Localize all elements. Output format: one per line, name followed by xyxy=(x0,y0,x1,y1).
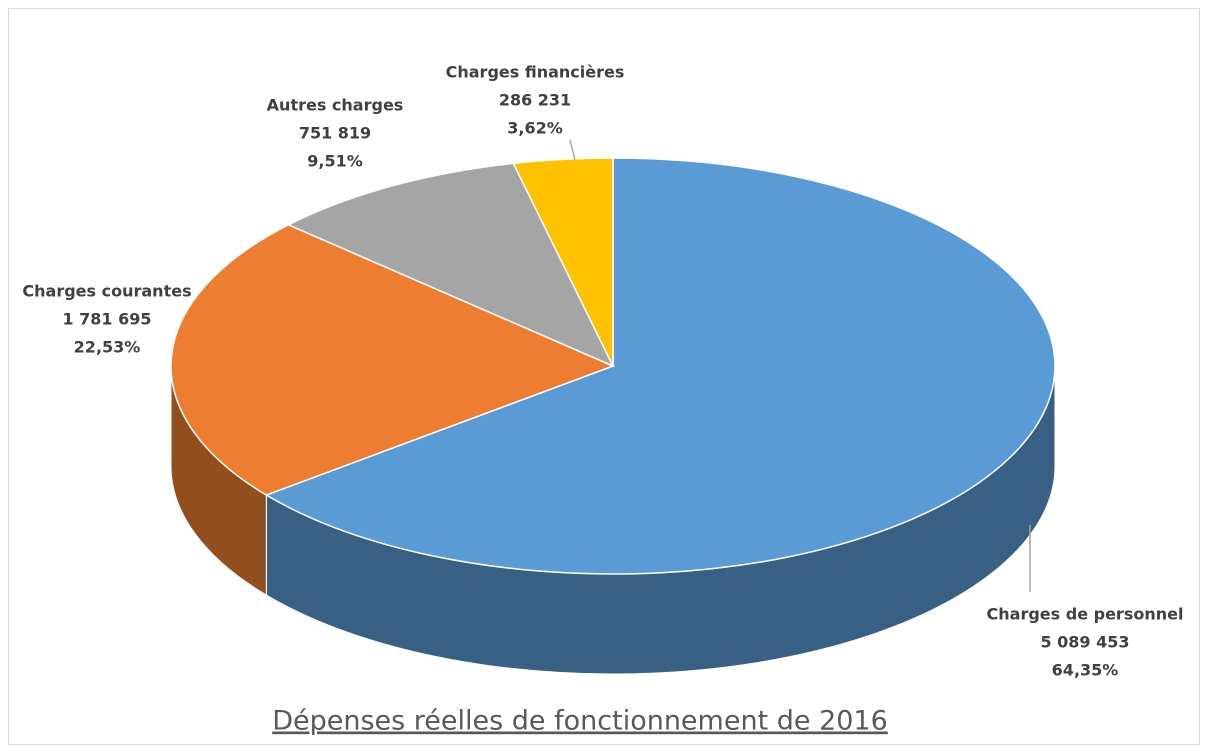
slice xyxy=(286,162,615,368)
value-label: 286 231 xyxy=(499,91,571,110)
category-label: Charges financières xyxy=(446,63,625,82)
slice xyxy=(170,223,616,496)
leader-line xyxy=(569,139,576,161)
percentage-label: 22,53% xyxy=(74,338,141,357)
percentage-label: 64,35% xyxy=(1052,661,1119,680)
value-label: 751 819 xyxy=(299,124,371,143)
chart-title: Dépenses réelles de fonctionnement de 20… xyxy=(272,706,888,737)
value-label: 1 781 695 xyxy=(62,310,151,329)
slice xyxy=(264,157,1056,575)
category-label: Charges de personnel xyxy=(987,605,1184,624)
labels: Charges de personnel 5 089 453 64,35% Charg… xyxy=(22,63,1183,680)
pie-tops xyxy=(170,157,1056,575)
value-label: 5 089 453 xyxy=(1040,633,1129,652)
percentage-label: 3,62% xyxy=(507,119,563,138)
slice xyxy=(512,157,614,367)
category-label: Autres charges xyxy=(267,96,404,115)
category-label: Charges courantes xyxy=(22,282,191,301)
percentage-label: 9,51% xyxy=(307,152,363,171)
